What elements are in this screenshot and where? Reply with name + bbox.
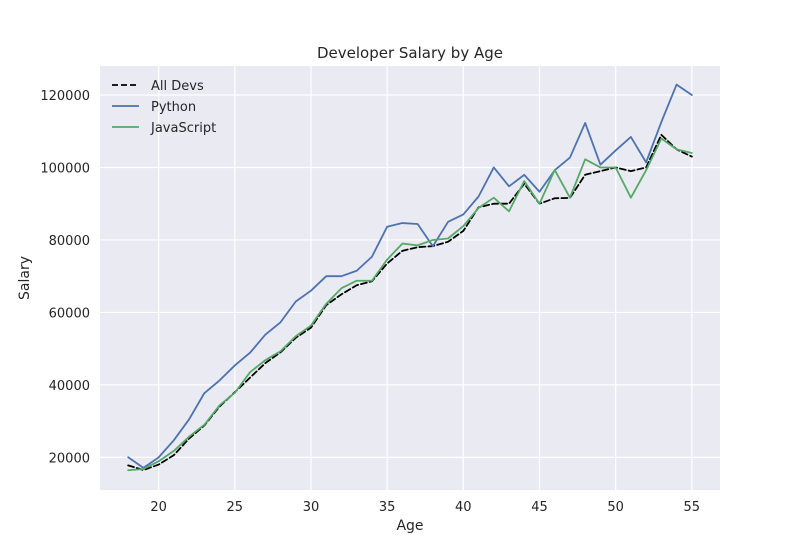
y-tick-label: 120000 — [40, 89, 90, 104]
x-axis-title: Age — [396, 518, 423, 534]
series-line-python — [127, 83, 693, 469]
y-tick-label: 40000 — [49, 379, 90, 394]
legend-label-all-devs: All Devs — [151, 79, 204, 94]
x-tick-label: 55 — [684, 500, 701, 515]
series-layer — [127, 83, 693, 472]
y-tick-label: 100000 — [40, 161, 90, 176]
y-tick-label: 20000 — [49, 451, 90, 466]
x-tick-label: 45 — [531, 500, 548, 515]
legend-label-python: Python — [151, 100, 196, 115]
y-axis-ticks: 20000 40000 60000 80000 100000 120000 — [40, 89, 90, 466]
plot-background — [100, 66, 720, 490]
x-tick-label: 25 — [227, 500, 244, 515]
x-tick-label: 50 — [607, 500, 624, 515]
x-tick-label: 35 — [379, 500, 396, 515]
series-line-javascript — [127, 137, 693, 472]
y-tick-label: 80000 — [49, 234, 90, 249]
y-tick-label: 60000 — [49, 306, 90, 321]
legend-label-javascript: JavaScript — [150, 121, 216, 136]
gridlines — [100, 66, 720, 490]
x-tick-label: 40 — [455, 500, 472, 515]
x-tick-label: 30 — [303, 500, 320, 515]
chart-title: Developer Salary by Age — [317, 44, 503, 62]
legend: All Devs Python JavaScript — [112, 79, 216, 136]
x-axis-ticks: 20 25 30 35 40 45 50 55 — [150, 500, 700, 515]
x-tick-label: 20 — [150, 500, 167, 515]
y-axis-title: Salary — [17, 256, 33, 300]
